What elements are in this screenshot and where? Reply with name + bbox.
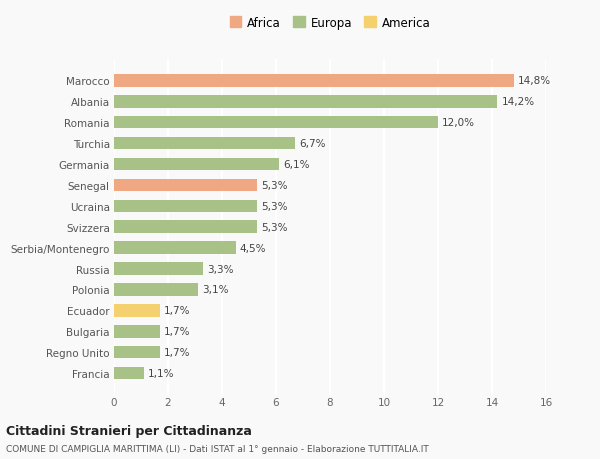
Bar <box>114 158 278 171</box>
Text: Cittadini Stranieri per Cittadinanza: Cittadini Stranieri per Cittadinanza <box>6 424 252 437</box>
Text: 3,1%: 3,1% <box>202 285 228 295</box>
Bar <box>114 117 438 129</box>
Text: 12,0%: 12,0% <box>442 118 475 128</box>
Text: 5,3%: 5,3% <box>261 202 287 211</box>
Text: 1,7%: 1,7% <box>164 347 190 358</box>
Bar <box>114 221 257 234</box>
Bar <box>114 200 257 213</box>
Text: 1,7%: 1,7% <box>164 326 190 336</box>
Bar <box>114 96 497 108</box>
Text: 1,1%: 1,1% <box>148 368 174 378</box>
Bar <box>114 179 257 192</box>
Bar <box>114 304 160 317</box>
Text: COMUNE DI CAMPIGLIA MARITTIMA (LI) - Dati ISTAT al 1° gennaio - Elaborazione TUT: COMUNE DI CAMPIGLIA MARITTIMA (LI) - Dat… <box>6 444 429 453</box>
Bar <box>114 75 514 87</box>
Legend: Africa, Europa, America: Africa, Europa, America <box>225 12 435 34</box>
Bar <box>114 242 235 254</box>
Text: 1,7%: 1,7% <box>164 306 190 316</box>
Bar <box>114 138 295 150</box>
Text: 5,3%: 5,3% <box>261 222 287 232</box>
Bar <box>114 367 144 380</box>
Bar <box>114 284 198 296</box>
Bar <box>114 346 160 358</box>
Text: 4,5%: 4,5% <box>239 243 266 253</box>
Text: 5,3%: 5,3% <box>261 180 287 190</box>
Text: 14,2%: 14,2% <box>502 97 535 107</box>
Bar <box>114 263 203 275</box>
Bar <box>114 325 160 338</box>
Text: 14,8%: 14,8% <box>518 76 551 86</box>
Text: 3,3%: 3,3% <box>207 264 233 274</box>
Text: 6,1%: 6,1% <box>283 160 309 170</box>
Text: 6,7%: 6,7% <box>299 139 325 149</box>
